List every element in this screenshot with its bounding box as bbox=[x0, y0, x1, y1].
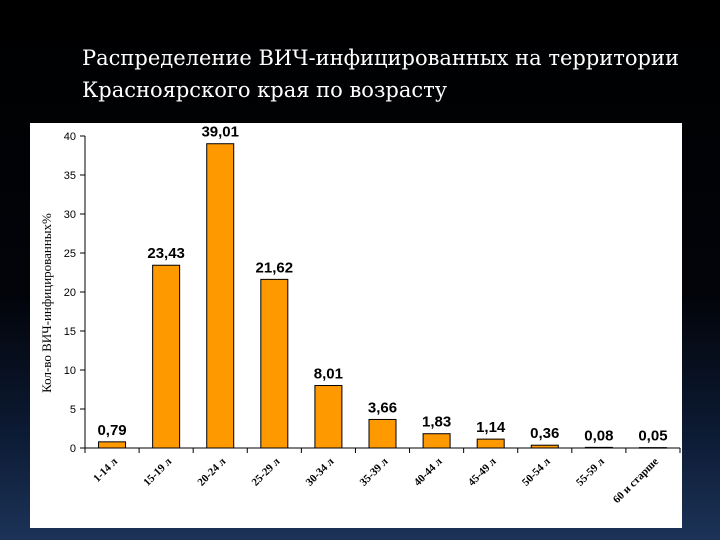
bar bbox=[368, 418, 397, 449]
bar-value-label: 1,14 bbox=[476, 419, 506, 436]
bar-chart: 0 5 10 15 20 25 30 35 40 0,79 23,43 39,01 21,62 8,01… bbox=[39, 124, 681, 506]
bar-value-label: 0,36 bbox=[530, 425, 559, 442]
bar-value-label: 0,05 bbox=[638, 428, 667, 445]
bar-value-label: 0,08 bbox=[584, 427, 613, 444]
x-tick-label: 50-54 л bbox=[520, 456, 553, 489]
bar-value-label: 21,62 bbox=[256, 259, 294, 276]
x-tick-label: 45-49 л bbox=[466, 456, 499, 489]
y-tick-label: 30 bbox=[64, 209, 76, 221]
x-tick-label: 40-44 л bbox=[412, 456, 445, 489]
slide-title: Распределение ВИЧ-инфицированных на терр… bbox=[82, 46, 679, 102]
bar-value-label: 8,01 bbox=[314, 366, 343, 383]
x-tick-label: 20-24 л bbox=[195, 456, 228, 489]
x-tick-label: 55-59 л bbox=[574, 456, 607, 489]
data-labels-group: 0,79 23,43 39,01 21,62 8,01 3,66 1,83 1,14 0,36 0… bbox=[97, 124, 667, 445]
y-axis-title: Кол-во ВИЧ-инфицированных% bbox=[39, 213, 54, 393]
bar bbox=[314, 385, 343, 449]
bar-value-label: 0,79 bbox=[97, 422, 126, 439]
bar bbox=[260, 278, 289, 449]
x-tick-label: 30-34 л bbox=[304, 456, 337, 489]
y-tick-label: 5 bbox=[70, 404, 76, 416]
bar-value-label: 3,66 bbox=[368, 399, 397, 416]
y-tick-label: 15 bbox=[64, 326, 76, 338]
x-tick-label: 60 и старше bbox=[611, 456, 661, 506]
y-tick-label: 35 bbox=[64, 170, 76, 182]
bar-value-label: 1,83 bbox=[422, 414, 451, 431]
y-tick-label: 40 bbox=[64, 131, 76, 143]
bar bbox=[476, 438, 505, 449]
x-tick-label: 35-39 л bbox=[358, 456, 391, 489]
bar-value-label: 23,43 bbox=[147, 245, 185, 262]
bar bbox=[152, 264, 181, 449]
bars-group bbox=[98, 143, 667, 449]
x-tick-label: 1-14 л bbox=[91, 456, 120, 485]
bar-value-label: 39,01 bbox=[201, 124, 239, 141]
bar bbox=[98, 441, 127, 449]
y-tick-label: 0 bbox=[70, 443, 76, 455]
y-tick-label: 20 bbox=[64, 287, 76, 299]
x-tick-label: 15-19 л bbox=[141, 456, 174, 489]
y-axis: 0 5 10 15 20 25 30 35 40 bbox=[64, 131, 86, 455]
x-axis: 1-14 л 15-19 л 20-24 л 25-29 л 30-34 л 35-39 … bbox=[84, 447, 681, 506]
bar bbox=[422, 433, 451, 449]
y-tick-label: 25 bbox=[64, 248, 76, 260]
bar bbox=[206, 143, 235, 449]
chart-panel: 0 5 10 15 20 25 30 35 40 0,79 23,43 39,01 21,62 8,01… bbox=[30, 123, 682, 528]
x-tick-label: 25-29 л bbox=[249, 456, 282, 489]
y-tick-label: 10 bbox=[64, 365, 76, 377]
